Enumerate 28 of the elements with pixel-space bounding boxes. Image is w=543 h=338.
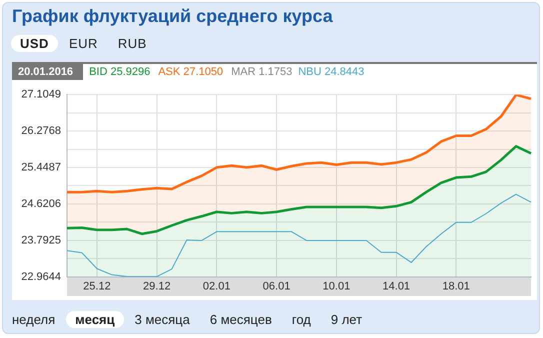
text: MAR 1.1753 bbox=[231, 66, 292, 78]
chart-title: График флуктуаций среднего курса bbox=[12, 6, 333, 27]
x-tick-label: 25.12 bbox=[83, 280, 111, 292]
y-tick-label: 23.7925 bbox=[21, 234, 61, 246]
x-tick-label: 14.01 bbox=[382, 280, 410, 292]
text: NBU 24.8443 bbox=[298, 66, 364, 78]
x-tick-label: 29.12 bbox=[143, 280, 171, 292]
text: 6 месяцев bbox=[208, 311, 273, 328]
y-tick-label: 22.9644 bbox=[21, 270, 61, 283]
text: EUR bbox=[68, 35, 99, 52]
y-tick-label: 24.6206 bbox=[21, 198, 61, 210]
text: 9 лет bbox=[330, 311, 364, 328]
y-tick-label: 26.2768 bbox=[21, 125, 61, 138]
text: год bbox=[290, 311, 312, 328]
x-tick-label: 02.01 bbox=[202, 280, 230, 292]
text: BID 25.9296 bbox=[89, 66, 150, 78]
text: неделя bbox=[11, 311, 56, 328]
text: 3 месяца bbox=[134, 311, 191, 328]
x-tick-label: 18.01 bbox=[442, 280, 470, 292]
y-tick-label: 27.1049 bbox=[21, 88, 61, 101]
y-tick-label: 25.4487 bbox=[21, 162, 61, 174]
text: 20.01.2016 bbox=[12, 64, 84, 80]
x-tick-label: 06.01 bbox=[262, 280, 290, 292]
text: RUB bbox=[116, 35, 148, 52]
x-tick-label: 10.01 bbox=[322, 280, 350, 292]
text: ASK 27.1050 bbox=[158, 66, 224, 78]
text: USD bbox=[11, 35, 58, 52]
text: месяц bbox=[66, 311, 124, 328]
